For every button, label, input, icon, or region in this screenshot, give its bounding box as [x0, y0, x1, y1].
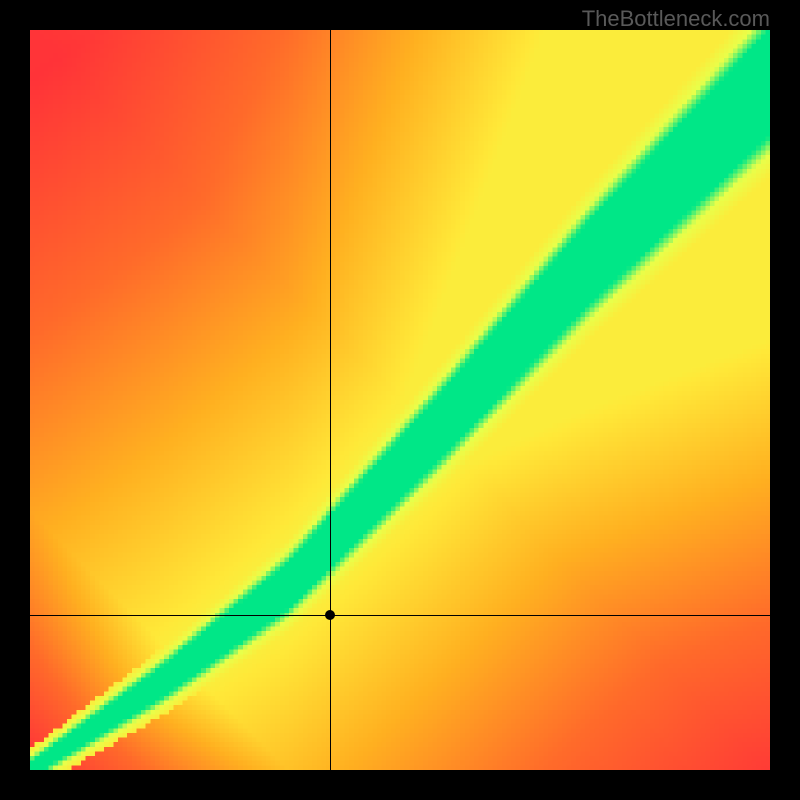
crosshair-vertical: [330, 30, 331, 770]
crosshair-marker: [325, 610, 335, 620]
attribution-text: TheBottleneck.com: [582, 6, 770, 32]
heatmap-canvas: [30, 30, 770, 770]
crosshair-horizontal: [30, 615, 770, 616]
heatmap-plot: [30, 30, 770, 770]
